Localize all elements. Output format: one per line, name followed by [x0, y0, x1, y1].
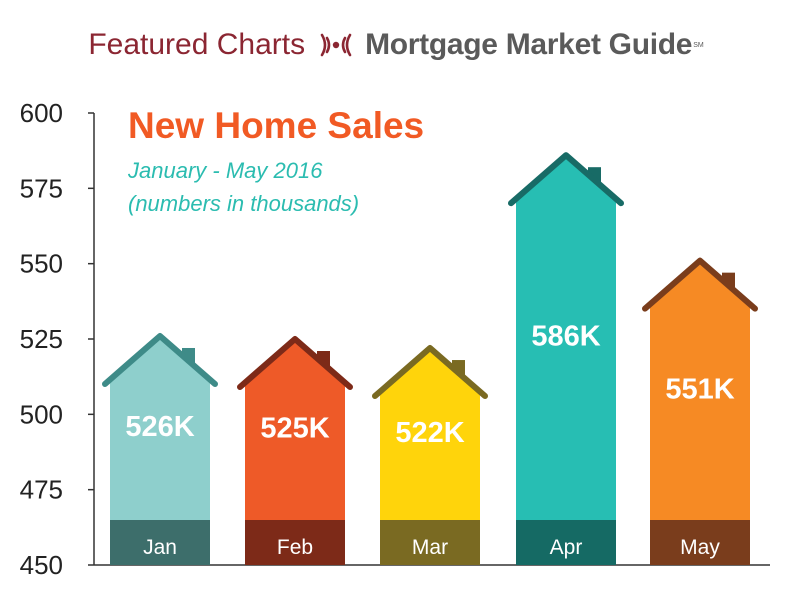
bar: [380, 348, 480, 565]
x-tick-label: May: [680, 536, 720, 559]
y-tick-label: 600: [20, 98, 63, 128]
roof: [508, 152, 624, 207]
chart-header: Featured Charts Mortgage Market Guide SM: [0, 22, 792, 68]
bars: Jan 526K Feb 525K Mar 522K Apr 586K May 551K: [102, 152, 758, 566]
x-tick-label: Jan: [143, 536, 177, 559]
bar: [245, 339, 345, 565]
bar-may: May 551K: [642, 257, 758, 565]
y-tick-label: 550: [20, 249, 63, 279]
chart-title: New Home Sales: [128, 105, 425, 146]
roof: [102, 332, 218, 387]
y-tick-label: 500: [20, 399, 63, 429]
bar: [516, 155, 616, 566]
bar-apr: Apr 586K: [508, 152, 624, 566]
y-tick-label: 525: [20, 324, 63, 354]
data-label: 526K: [125, 411, 194, 443]
bar: [110, 335, 210, 565]
bar: [650, 260, 750, 565]
category-band: [650, 520, 750, 565]
data-label: 586K: [531, 321, 600, 353]
bar-mar: Mar 522K: [372, 345, 488, 565]
service-mark: SM: [693, 41, 704, 49]
bar-feb: Feb 525K: [237, 336, 353, 565]
category-band: [110, 520, 210, 565]
y-tick-label: 575: [20, 173, 63, 203]
roof: [642, 257, 758, 312]
roof: [237, 336, 353, 390]
featured-charts-label: Featured Charts: [88, 28, 306, 61]
category-band: [245, 520, 345, 565]
brand-name: Mortgage Market Guide: [365, 28, 693, 61]
chart-subtitle-units: (numbers in thousands): [128, 191, 360, 216]
signal-waves-icon: [320, 33, 352, 57]
y-tick-label: 450: [20, 550, 63, 580]
data-label: 525K: [260, 413, 329, 445]
x-tick-label: Feb: [277, 536, 313, 559]
category-band: [380, 520, 480, 565]
y-tick-label: 475: [20, 475, 63, 505]
x-tick-label: Apr: [550, 536, 583, 559]
data-label: 522K: [395, 417, 464, 449]
bar-jan: Jan 526K: [102, 332, 218, 565]
category-band: [516, 520, 616, 565]
roof: [372, 345, 488, 400]
chart-subtitle: January - May 2016: [128, 158, 323, 183]
data-label: 551K: [665, 373, 734, 405]
x-tick-label: Mar: [412, 536, 448, 559]
